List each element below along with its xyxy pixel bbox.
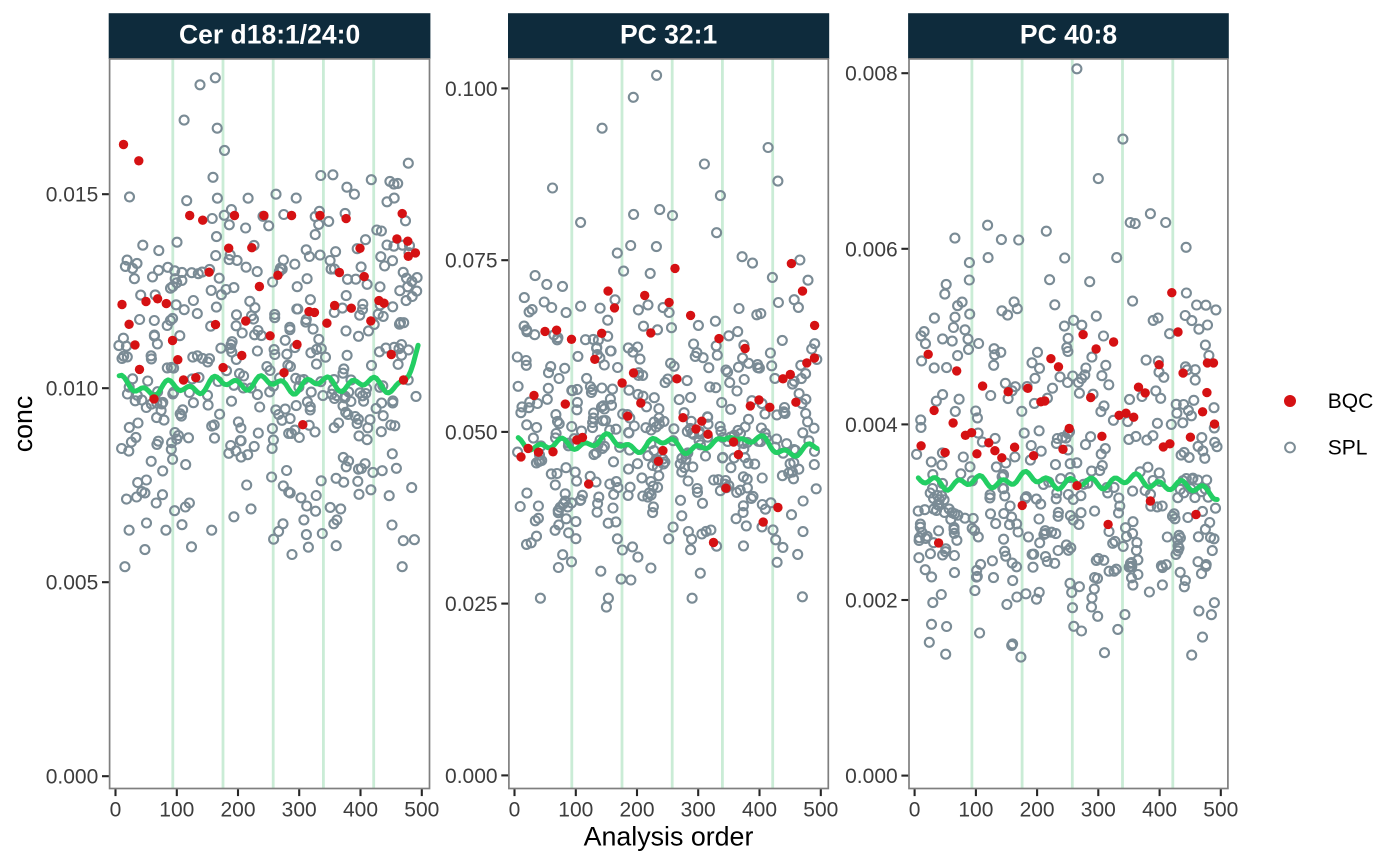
- svg-text:PC 40:8: PC 40:8: [1020, 20, 1117, 50]
- svg-text:400: 400: [1142, 798, 1177, 821]
- svg-text:0: 0: [110, 798, 122, 821]
- svg-text:0.015: 0.015: [46, 184, 99, 207]
- svg-text:100: 100: [958, 798, 993, 821]
- svg-text:0.025: 0.025: [445, 593, 498, 616]
- svg-text:500: 500: [1203, 798, 1238, 821]
- svg-text:0.000: 0.000: [445, 765, 498, 788]
- svg-text:PC 32:1: PC 32:1: [620, 20, 717, 50]
- svg-text:0.000: 0.000: [845, 765, 898, 788]
- svg-text:500: 500: [404, 798, 439, 821]
- svg-text:0.008: 0.008: [845, 63, 898, 86]
- svg-text:Analysis order: Analysis order: [584, 822, 754, 852]
- svg-text:500: 500: [803, 798, 838, 821]
- svg-text:0: 0: [909, 798, 921, 821]
- svg-text:100: 100: [558, 798, 593, 821]
- svg-text:SPL: SPL: [1328, 437, 1368, 460]
- svg-text:0.004: 0.004: [845, 414, 898, 437]
- svg-text:0.002: 0.002: [845, 590, 898, 613]
- svg-text:BQC: BQC: [1328, 390, 1374, 413]
- svg-text:0.050: 0.050: [445, 421, 498, 444]
- svg-text:300: 300: [282, 798, 317, 821]
- svg-text:0.010: 0.010: [46, 378, 99, 401]
- svg-text:200: 200: [1020, 798, 1055, 821]
- svg-text:0.006: 0.006: [845, 238, 898, 261]
- svg-text:300: 300: [1081, 798, 1116, 821]
- svg-text:conc: conc: [8, 396, 38, 453]
- svg-text:300: 300: [681, 798, 716, 821]
- svg-text:0.100: 0.100: [445, 78, 498, 101]
- svg-text:400: 400: [343, 798, 378, 821]
- svg-text:100: 100: [159, 798, 194, 821]
- svg-text:0.000: 0.000: [46, 766, 99, 789]
- svg-text:0.075: 0.075: [445, 250, 498, 273]
- svg-text:0: 0: [509, 798, 521, 821]
- svg-text:200: 200: [619, 798, 654, 821]
- svg-text:200: 200: [220, 798, 255, 821]
- svg-text:0.005: 0.005: [46, 572, 99, 595]
- svg-text:Cer d18:1/24:0: Cer d18:1/24:0: [179, 20, 360, 50]
- svg-text:400: 400: [742, 798, 777, 821]
